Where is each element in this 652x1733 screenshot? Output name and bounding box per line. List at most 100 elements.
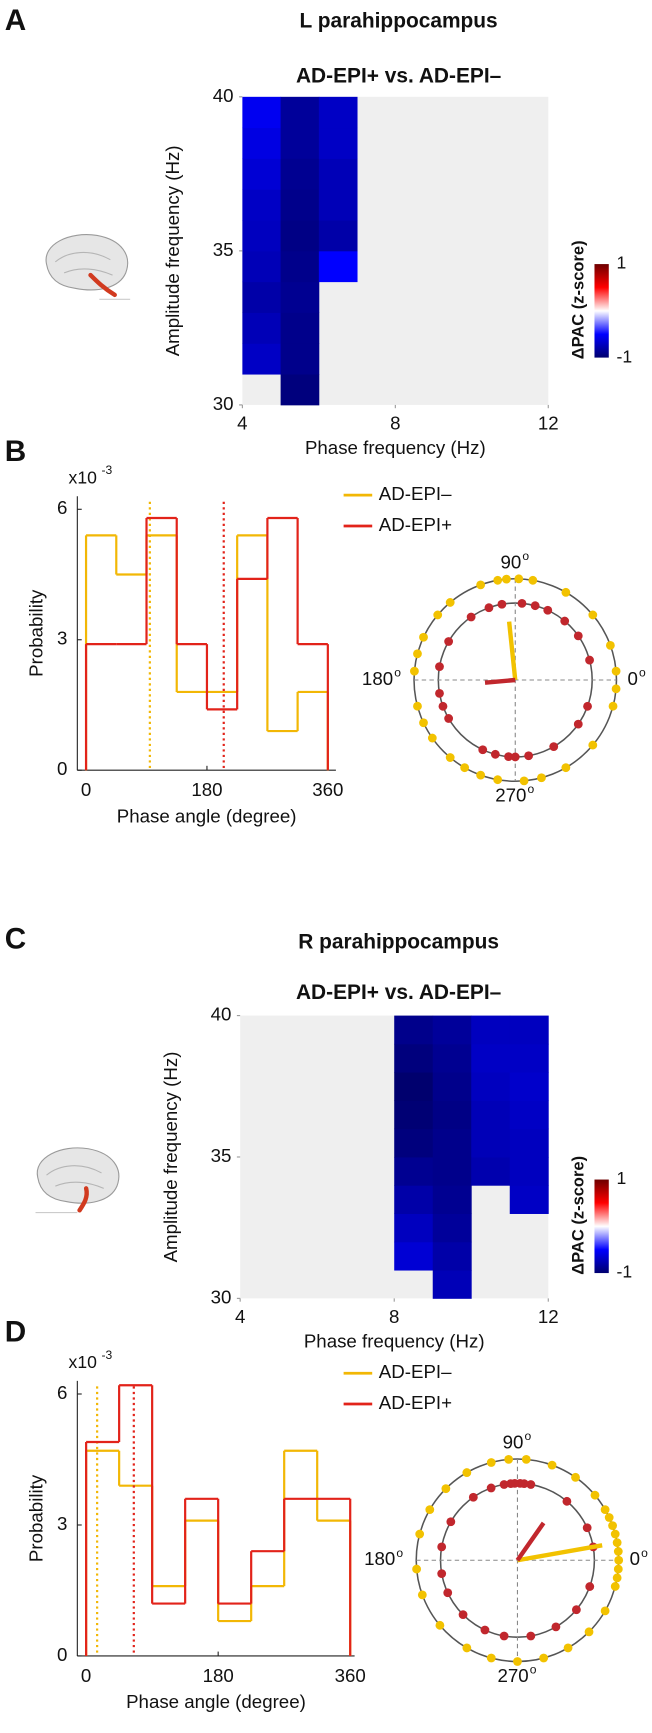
y-tick-label: 35 — [211, 1145, 232, 1166]
phase-point — [502, 574, 511, 584]
phase-point — [490, 749, 500, 759]
chart-title: R parahippocampus — [298, 930, 499, 953]
phase-point — [514, 574, 524, 584]
phase-point — [521, 1455, 531, 1464]
y-axis-label: Amplitude frequency (Hz) — [162, 145, 183, 356]
colorbar — [594, 1179, 609, 1274]
phase-point — [562, 1496, 572, 1506]
colorbar-tick-label: 1 — [616, 253, 626, 273]
phase-point — [571, 1605, 581, 1615]
angle-tick-label: 270 — [495, 785, 526, 806]
angle-tick-label: 180 — [364, 1548, 395, 1569]
phase-point — [600, 1606, 610, 1616]
heatmap-cell — [432, 1185, 472, 1214]
phase-point — [435, 1620, 445, 1630]
phase-point — [419, 632, 428, 642]
heatmap-cell — [509, 1072, 549, 1101]
phase-point — [437, 1569, 447, 1579]
angle-tick-label: 90 — [503, 1432, 524, 1453]
phase-point — [608, 1521, 617, 1531]
phase-point — [611, 684, 621, 694]
x-tick-label: 180 — [203, 1665, 234, 1686]
phase-point — [433, 610, 443, 620]
heatmap-cell — [318, 250, 358, 283]
angle-tick-label: 0 — [627, 668, 637, 689]
legend-label: AD-EPI+ — [379, 1392, 452, 1413]
mean-vector — [506, 621, 518, 681]
panel-letter: D — [5, 1315, 26, 1348]
heatmap-cell — [394, 1100, 434, 1130]
heatmap-cell — [432, 1128, 472, 1158]
heatmap-cell — [242, 220, 282, 252]
phase-point — [506, 1479, 516, 1489]
x-tick-label: 360 — [312, 779, 343, 800]
chart-subtitle: AD-EPI+ vs. AD-EPI– — [296, 65, 501, 88]
phase-point — [493, 575, 503, 585]
heatmap-cell — [242, 250, 282, 283]
colorbar-tick-label: 1 — [616, 1168, 626, 1188]
phase-point — [460, 763, 470, 773]
phase-point — [584, 1627, 594, 1637]
phase-point — [539, 1653, 549, 1663]
phase-point — [560, 616, 570, 626]
x-tick-label: 8 — [390, 413, 400, 434]
heatmap-cell — [509, 1128, 549, 1158]
heatmap-cell — [432, 1100, 472, 1130]
phase-point — [441, 1484, 451, 1494]
phase-point — [444, 714, 454, 723]
heatmap-cell — [509, 1043, 549, 1073]
heatmap-cell — [432, 1270, 472, 1299]
x-axis-label: Phase angle (degree) — [117, 805, 297, 826]
heatmap-cell — [318, 96, 358, 129]
x-tick-label: 0 — [81, 1665, 91, 1686]
phase-point — [462, 1643, 472, 1653]
colorbar-tick-label: -1 — [616, 346, 632, 366]
angle-tick-label: 90 — [500, 551, 521, 572]
phase-point — [582, 1523, 592, 1533]
heatmap-cell — [394, 1015, 434, 1045]
phase-point — [444, 637, 454, 646]
phase-point — [458, 1610, 468, 1620]
phase-point — [561, 763, 571, 773]
phase-point — [504, 1455, 514, 1464]
y-axis-label: Probability — [26, 1474, 47, 1562]
heatmap-cell — [280, 343, 320, 375]
x-tick-label: 12 — [538, 413, 559, 434]
phase-point — [610, 1582, 620, 1591]
phase-point — [484, 603, 494, 613]
phase-point — [476, 580, 486, 590]
phase-point — [476, 770, 486, 780]
phase-point — [437, 1542, 447, 1552]
phase-point — [486, 1483, 496, 1493]
y-multiplier-exponent: -3 — [102, 1348, 113, 1362]
y-tick-label: 0 — [57, 1644, 67, 1665]
mean-vector — [517, 1543, 603, 1563]
heatmap-cell — [242, 189, 282, 221]
phase-point — [519, 776, 529, 786]
phase-point — [588, 740, 598, 750]
phase-point — [604, 1513, 614, 1522]
phase-point — [445, 753, 455, 762]
x-tick-label: 0 — [81, 779, 91, 800]
angle-tick-suffix: o — [525, 1429, 532, 1443]
phase-point — [510, 752, 520, 762]
legend-label: AD-EPI– — [379, 483, 452, 504]
y-tick-label: 40 — [213, 85, 234, 106]
heatmap-cell — [471, 1015, 511, 1045]
heatmap-cell — [280, 312, 320, 344]
heatmap-cell — [432, 1213, 472, 1243]
phase-point — [435, 662, 444, 672]
y-tick-label: 3 — [57, 1513, 67, 1534]
y-multiplier-exponent: -3 — [102, 463, 113, 477]
angle-tick-label: 270 — [497, 1665, 528, 1686]
x-tick-label: 12 — [538, 1306, 559, 1327]
y-tick-label: 30 — [213, 393, 234, 414]
heatmap-cell — [394, 1043, 434, 1073]
phase-point — [573, 719, 583, 729]
heatmap-cell — [509, 1156, 549, 1186]
y-tick-label: 0 — [57, 758, 67, 779]
angle-tick-suffix: o — [394, 666, 401, 680]
colorbar-label: ΔPAC (z-score) — [569, 240, 587, 359]
angle-tick-suffix: o — [639, 666, 646, 680]
